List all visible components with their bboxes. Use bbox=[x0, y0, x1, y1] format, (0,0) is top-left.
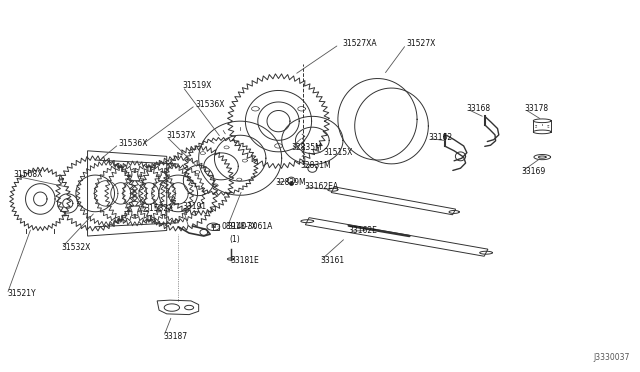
Text: (1): (1) bbox=[229, 235, 240, 244]
Text: 31537X: 31537X bbox=[167, 131, 196, 141]
Text: 32835M: 32835M bbox=[291, 142, 322, 151]
Text: 33161: 33161 bbox=[320, 256, 344, 264]
Text: 33162E: 33162E bbox=[349, 226, 378, 235]
Text: 33191: 33191 bbox=[182, 202, 207, 211]
Text: 31568X: 31568X bbox=[13, 170, 43, 179]
Text: 31527X: 31527X bbox=[406, 39, 436, 48]
Text: 33169: 33169 bbox=[521, 167, 545, 176]
Text: 31515X: 31515X bbox=[323, 148, 353, 157]
Text: 31407X: 31407X bbox=[227, 222, 257, 231]
Text: 31532X: 31532X bbox=[145, 204, 173, 213]
Text: 32829M: 32829M bbox=[275, 178, 306, 187]
Text: 33162: 33162 bbox=[429, 133, 452, 142]
Text: 31532X: 31532X bbox=[61, 243, 91, 251]
Text: 08918-3061A: 08918-3061A bbox=[221, 222, 273, 231]
Text: 33181E: 33181E bbox=[230, 256, 259, 264]
Text: 31521Y: 31521Y bbox=[7, 289, 36, 298]
Text: 33168: 33168 bbox=[467, 104, 491, 113]
Text: 31536X: 31536X bbox=[195, 100, 225, 109]
Text: 32831M: 32831M bbox=[301, 161, 332, 170]
Text: 31519X: 31519X bbox=[182, 81, 212, 90]
Text: N: N bbox=[211, 224, 216, 229]
Text: 33178: 33178 bbox=[524, 104, 548, 113]
Text: 33187: 33187 bbox=[164, 331, 188, 341]
Text: J3330037: J3330037 bbox=[593, 353, 630, 362]
Text: 31527XA: 31527XA bbox=[342, 39, 377, 48]
Text: 31536X: 31536X bbox=[119, 139, 148, 148]
Text: 33162EA: 33162EA bbox=[304, 182, 338, 190]
